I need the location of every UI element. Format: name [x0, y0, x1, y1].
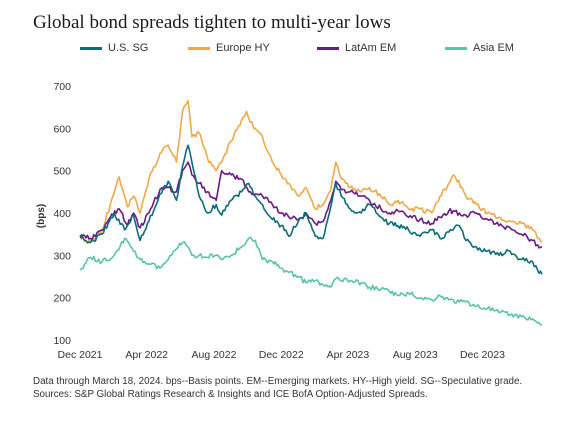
x-tick-label: Apr 2023	[327, 349, 370, 361]
y-axis-ticks: 100 200 300 400 500 600 700	[53, 81, 71, 347]
legend-item-asia-em: Asia EM	[445, 42, 514, 54]
y-tick-label: 700	[53, 81, 71, 93]
legend-label-europe-hy: Europe HY	[216, 42, 270, 54]
series-line-latam-em	[79, 161, 543, 249]
legend-label-latam-em: LatAm EM	[345, 42, 397, 54]
x-axis-ticks: Dec 2021 Apr 2022 Aug 2022 Dec 2022 Apr 2023…	[58, 349, 506, 361]
series-line-europe-hy	[79, 100, 543, 244]
footnote-notes: Data through March 18, 2024. bps--Basis …	[33, 376, 523, 387]
legend-swatch-us-sg	[80, 46, 102, 50]
legend-item-latam-em: LatAm EM	[317, 42, 396, 54]
legend-item-europe-hy: Europe HY	[188, 42, 270, 54]
y-tick-label: 100	[53, 335, 71, 347]
series-lines	[79, 100, 543, 326]
y-tick-label: 300	[53, 250, 71, 262]
x-tick-label: Aug 2023	[393, 349, 438, 361]
series-line-u-s-sg	[79, 144, 543, 275]
legend-label-asia-em: Asia EM	[473, 42, 514, 54]
x-tick-label: Dec 2023	[460, 349, 505, 361]
legend-swatch-latam-em	[317, 46, 339, 50]
legend: U.S. SG Europe HY LatAm EM Asia EM	[80, 42, 550, 66]
x-tick-label: Dec 2022	[259, 349, 304, 361]
y-tick-label: 200	[53, 293, 71, 305]
legend-swatch-asia-em	[445, 46, 467, 50]
footnote-sources: Sources: S&P Global Ratings Research & I…	[33, 389, 428, 400]
y-tick-label: 400	[53, 208, 71, 220]
y-tick-label: 600	[53, 123, 71, 135]
x-tick-label: Aug 2022	[191, 349, 236, 361]
y-tick-label: 500	[53, 166, 71, 178]
x-tick-label: Apr 2022	[125, 349, 168, 361]
x-tick-label: Dec 2021	[58, 349, 103, 361]
legend-label-us-sg: U.S. SG	[108, 42, 149, 54]
legend-item-us-sg: U.S. SG	[80, 42, 148, 54]
series-line-asia-em	[79, 236, 543, 326]
chart-title: Global bond spreads tighten to multi-yea…	[33, 12, 391, 33]
legend-swatch-europe-hy	[188, 46, 210, 50]
y-axis-label: (bps)	[36, 204, 47, 228]
